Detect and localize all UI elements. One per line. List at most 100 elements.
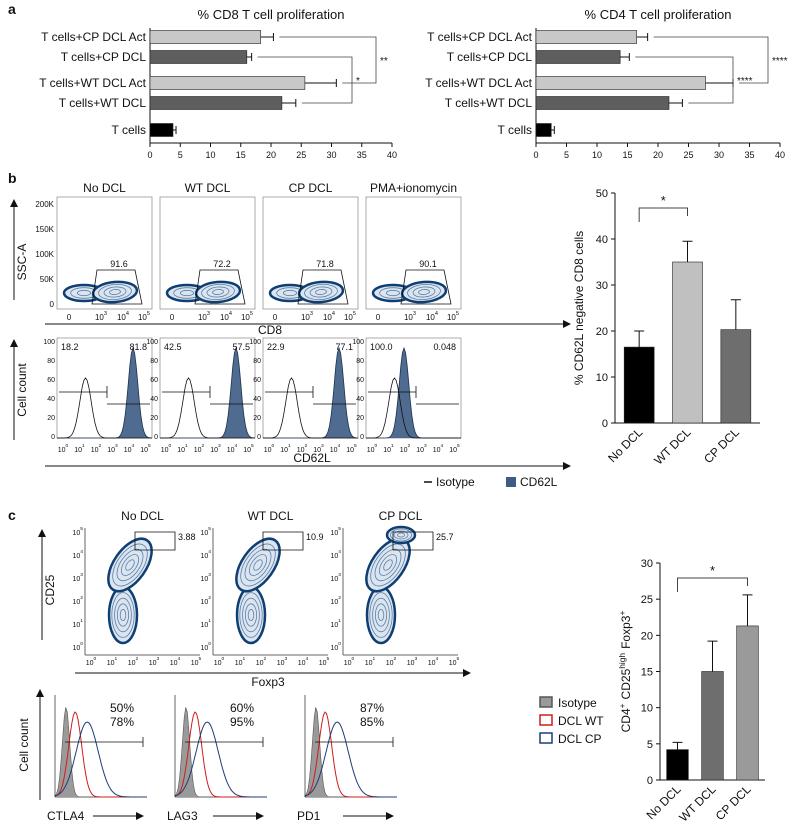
y-axis-label: Cell count — [17, 718, 31, 772]
x-tick-label: 104​ — [124, 443, 135, 454]
chart-title: % CD4 T cell proliferation — [585, 7, 732, 22]
text-base: 10 — [210, 447, 218, 454]
contour — [374, 603, 387, 627]
text-superscript: 5 — [456, 311, 459, 317]
x-tick-label: 102​ — [91, 443, 102, 454]
contour — [369, 592, 393, 638]
y-axis-label: Cell count — [15, 363, 29, 417]
x-tick-label: 103​ — [107, 443, 118, 454]
text-superscript: 1 — [338, 618, 341, 624]
percent-cp: 95% — [230, 715, 254, 729]
text-superscript: 2 — [305, 443, 308, 449]
text-superscript: 0 — [66, 443, 69, 449]
text-superscript: 1 — [82, 443, 85, 449]
text-base: CD25 — [619, 668, 633, 699]
x-tick-label: 15 — [236, 150, 246, 160]
y-tick-label: 20 — [47, 415, 55, 422]
x-tick-label: 101​ — [235, 656, 246, 667]
panel-label: a — [8, 1, 16, 17]
gate-value: 81.8 — [129, 342, 147, 352]
bar — [149, 30, 262, 44]
histogram-cp — [54, 721, 147, 798]
text-base: 10 — [58, 447, 66, 454]
significance-label: * — [661, 193, 666, 208]
y-tick-label: 5 — [647, 739, 653, 751]
y-tick-label: 40 — [47, 396, 55, 403]
legend-label: Isotype — [436, 475, 475, 489]
text-superscript: 4 — [80, 549, 83, 555]
text-superscript: 2 — [264, 656, 267, 662]
gate-value: 77.1 — [335, 342, 353, 352]
text-superscript: 5 — [148, 443, 151, 449]
x-tick-label: 101​ — [365, 656, 376, 667]
x-tick-label: 105​ — [319, 656, 330, 667]
y-axis-label: CD4+​CD25high​Foxp3+​ — [617, 611, 633, 733]
x-tick-label: 102​ — [297, 443, 308, 454]
text-base: 10 — [200, 622, 208, 629]
text-superscript: 4 — [208, 549, 211, 555]
contour — [377, 609, 385, 622]
x-tick-label: 104​ — [433, 443, 444, 454]
text-superscript: 2 — [80, 595, 83, 601]
x-tick-label: 20 — [266, 150, 276, 160]
text-superscript: 1 — [185, 443, 188, 449]
legend-label: DCL WT — [558, 714, 604, 728]
x-tick-label: CP DCL — [701, 425, 742, 466]
text-base: 10 — [330, 576, 338, 583]
text-superscript: 5 — [353, 311, 356, 317]
contour — [235, 537, 281, 593]
text-superscript: 4 — [338, 549, 341, 555]
x-tick-label: 105​ — [346, 443, 357, 454]
text-base: 10 — [319, 660, 327, 667]
gate-value: 22.9 — [267, 342, 285, 352]
bar — [149, 123, 174, 137]
gate-value: 42.5 — [164, 342, 182, 352]
significance-label: **** — [737, 76, 753, 87]
text-superscript: 0 — [80, 641, 83, 647]
text-superscript: + — [617, 703, 627, 708]
x-tick-label: 103​ — [198, 311, 210, 322]
x-tick-label: 100​ — [214, 656, 225, 667]
category-label: T cells+CP DCL — [447, 50, 533, 64]
histogram-isotype — [160, 377, 255, 439]
text-base: 10 — [117, 313, 126, 322]
percent-cp: 85% — [360, 715, 384, 729]
text-base: 10 — [330, 599, 338, 606]
gate — [315, 737, 394, 747]
bar — [535, 76, 706, 90]
text-base: 10 — [264, 447, 272, 454]
text-base: CD4 — [619, 708, 633, 732]
error-bar — [620, 53, 630, 61]
y-tick-label: 25 — [641, 594, 653, 606]
category-label: T cells+WT DCL — [59, 96, 147, 110]
text-superscript: 4 — [436, 656, 439, 662]
text-superscript: 3 — [321, 443, 324, 449]
y-tick-label: 102​ — [200, 595, 211, 606]
contour — [240, 543, 276, 587]
gate — [162, 386, 253, 405]
text-base: 10 — [95, 313, 104, 322]
contour — [282, 289, 298, 297]
text-base: 10 — [447, 313, 456, 322]
text-superscript: 2 — [408, 443, 411, 449]
text-base: 10 — [200, 553, 208, 560]
x-tick-label: 40 — [387, 150, 397, 160]
y-tick-label: 0 — [647, 775, 653, 787]
text-base: 10 — [200, 645, 208, 652]
y-tick-label: 50 — [596, 188, 608, 200]
histogram-isotype — [57, 377, 152, 439]
bar — [720, 329, 752, 424]
gate-value: 90.1 — [419, 259, 437, 269]
bar — [535, 30, 637, 44]
text-base: 10 — [140, 447, 148, 454]
text-superscript: 1 — [80, 618, 83, 624]
text-superscript: 5 — [250, 311, 253, 317]
x-tick-label: 105​ — [447, 311, 459, 322]
text-base: 10 — [214, 660, 222, 667]
text-base: 10 — [72, 576, 80, 583]
text-base: 10 — [107, 447, 115, 454]
text-base: 10 — [107, 660, 115, 667]
x-tick-label: 104​ — [170, 656, 181, 667]
error-bar — [281, 99, 297, 107]
